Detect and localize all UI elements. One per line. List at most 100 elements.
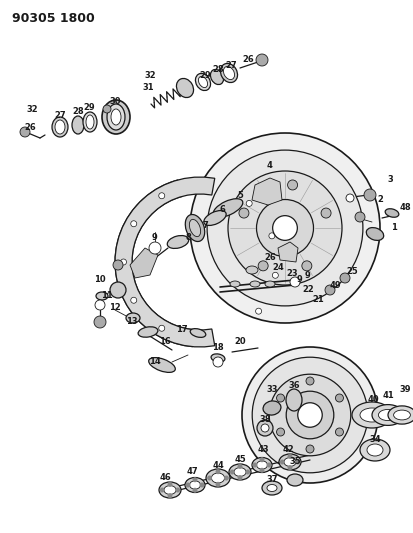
Circle shape [320, 208, 330, 218]
Ellipse shape [167, 236, 188, 248]
Text: 2: 2 [376, 196, 382, 205]
Text: 3: 3 [386, 175, 392, 184]
Circle shape [103, 105, 111, 113]
Ellipse shape [377, 409, 396, 421]
Circle shape [339, 273, 349, 283]
Circle shape [94, 316, 106, 328]
Text: 16: 16 [159, 337, 171, 346]
Circle shape [287, 180, 297, 190]
Text: 44: 44 [211, 461, 223, 470]
Text: 47: 47 [186, 467, 197, 477]
Circle shape [192, 477, 197, 482]
Circle shape [175, 488, 180, 492]
Ellipse shape [233, 467, 245, 477]
Circle shape [259, 468, 264, 473]
Text: 35: 35 [289, 457, 300, 466]
Circle shape [167, 493, 172, 498]
Circle shape [215, 469, 220, 474]
Ellipse shape [278, 454, 300, 470]
Circle shape [255, 54, 267, 66]
Ellipse shape [52, 117, 68, 137]
Circle shape [158, 193, 164, 199]
Text: 28: 28 [72, 108, 83, 117]
Ellipse shape [96, 292, 108, 300]
Ellipse shape [261, 481, 281, 495]
Text: 9: 9 [152, 233, 157, 243]
Circle shape [246, 200, 252, 206]
Circle shape [95, 300, 105, 310]
Ellipse shape [285, 389, 301, 411]
Ellipse shape [185, 478, 204, 492]
Ellipse shape [228, 464, 250, 480]
Circle shape [131, 221, 136, 227]
Ellipse shape [286, 474, 302, 486]
Ellipse shape [86, 115, 94, 129]
Ellipse shape [223, 67, 234, 79]
Circle shape [363, 189, 375, 201]
Circle shape [279, 459, 284, 464]
Circle shape [268, 374, 350, 456]
Text: 4: 4 [266, 160, 272, 169]
Ellipse shape [195, 74, 210, 91]
Text: 29: 29 [83, 103, 95, 112]
Text: 21: 21 [311, 295, 323, 304]
Polygon shape [115, 180, 194, 346]
Ellipse shape [230, 281, 240, 287]
Circle shape [190, 133, 379, 323]
Ellipse shape [264, 281, 274, 287]
Ellipse shape [102, 100, 130, 134]
Text: 5: 5 [237, 190, 242, 199]
Text: 42: 42 [281, 446, 293, 455]
Text: 22: 22 [301, 286, 313, 295]
Circle shape [256, 199, 313, 256]
Ellipse shape [371, 405, 403, 425]
Ellipse shape [366, 228, 383, 240]
Circle shape [158, 325, 164, 331]
Text: 9: 9 [297, 276, 302, 285]
Ellipse shape [206, 469, 230, 487]
Circle shape [228, 171, 341, 285]
Circle shape [199, 482, 204, 488]
Circle shape [149, 242, 161, 254]
Circle shape [206, 150, 362, 306]
Text: 48: 48 [398, 204, 410, 213]
Polygon shape [115, 177, 214, 347]
Ellipse shape [249, 281, 259, 287]
Circle shape [215, 482, 220, 487]
Text: 90305 1800: 90305 1800 [12, 12, 95, 25]
Text: 26: 26 [242, 55, 253, 64]
Ellipse shape [72, 116, 84, 134]
Circle shape [260, 424, 268, 432]
Text: 27: 27 [225, 61, 236, 69]
Text: 11: 11 [101, 290, 113, 300]
Circle shape [159, 488, 164, 492]
Ellipse shape [387, 406, 413, 424]
Ellipse shape [126, 313, 140, 323]
Circle shape [229, 470, 234, 474]
Ellipse shape [185, 214, 204, 241]
Ellipse shape [384, 209, 398, 217]
Circle shape [223, 475, 228, 481]
Circle shape [242, 347, 377, 483]
Circle shape [266, 463, 271, 467]
Circle shape [289, 277, 299, 287]
Circle shape [287, 465, 292, 470]
Text: 49: 49 [328, 280, 340, 289]
Circle shape [120, 259, 126, 265]
Circle shape [252, 463, 257, 467]
Text: 45: 45 [234, 456, 245, 464]
Circle shape [255, 308, 261, 314]
Circle shape [206, 475, 211, 481]
Circle shape [244, 470, 249, 474]
Ellipse shape [359, 408, 383, 422]
Ellipse shape [190, 329, 205, 337]
Text: 33: 33 [266, 385, 277, 394]
Circle shape [237, 464, 242, 469]
Circle shape [113, 260, 123, 270]
Polygon shape [252, 178, 281, 205]
Ellipse shape [198, 76, 207, 87]
Ellipse shape [256, 461, 267, 469]
Polygon shape [130, 248, 158, 278]
Circle shape [272, 216, 297, 240]
Circle shape [238, 208, 248, 218]
